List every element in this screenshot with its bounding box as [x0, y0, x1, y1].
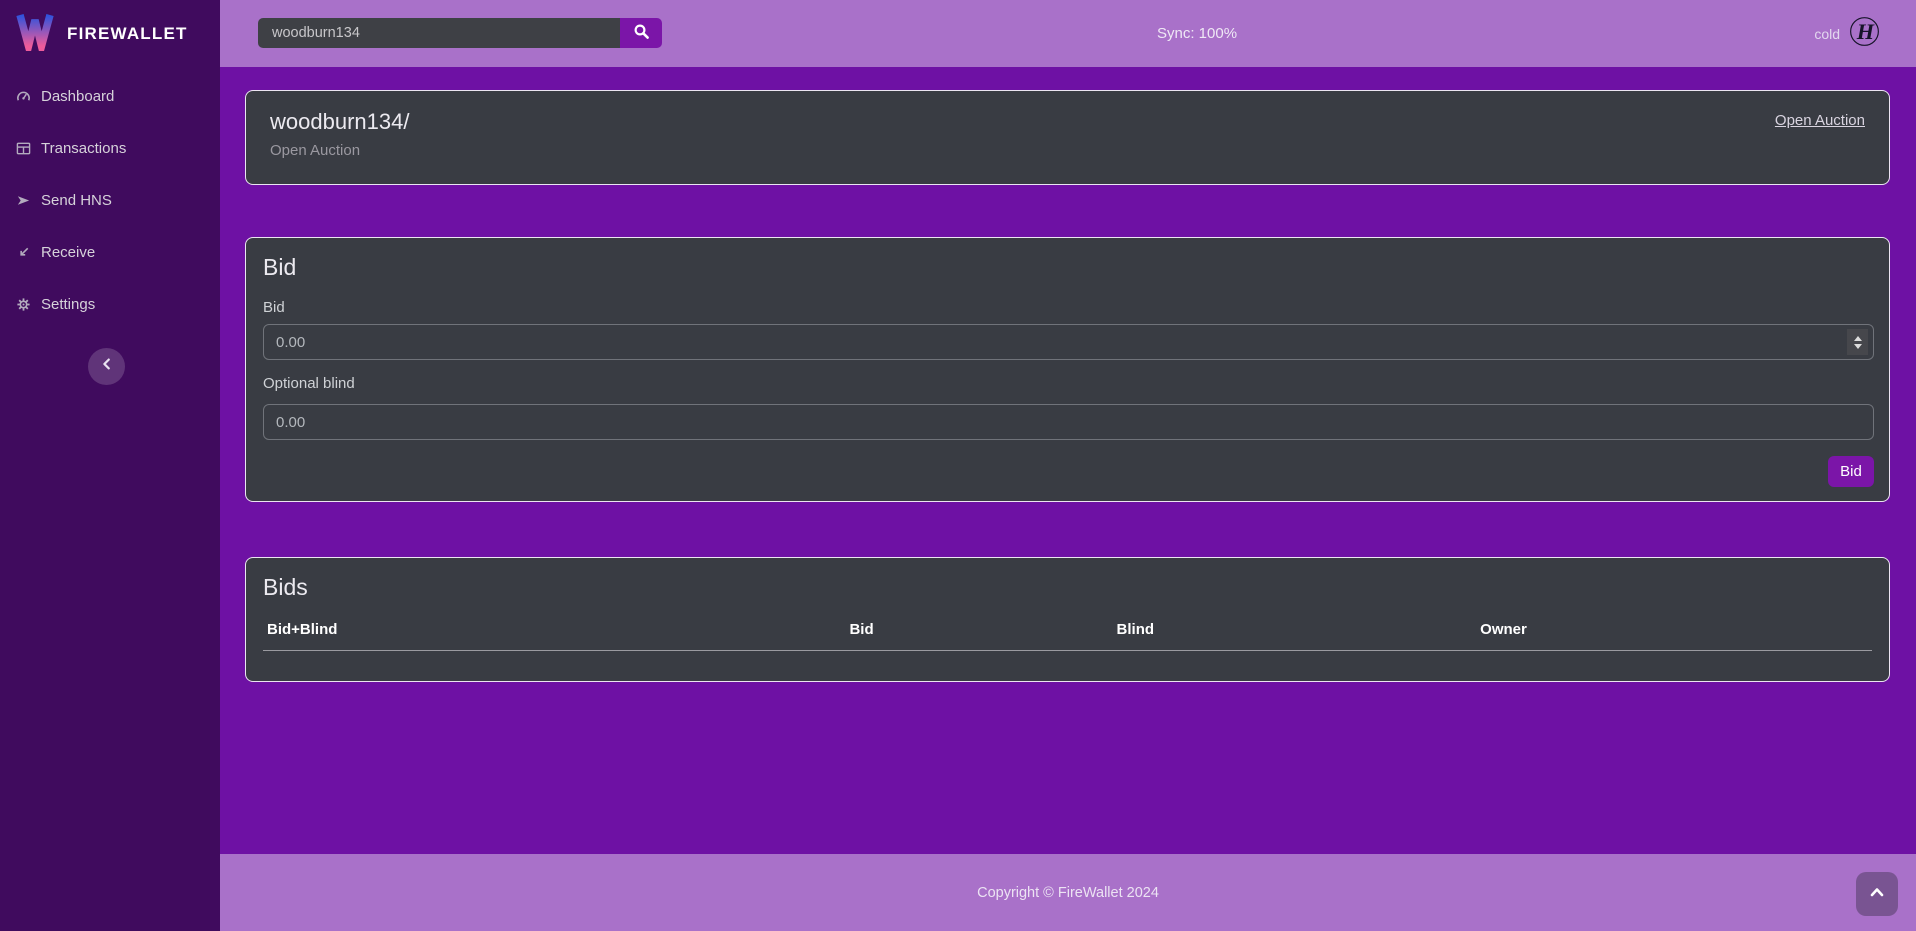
svg-text:H: H: [1856, 18, 1875, 43]
table-icon: [15, 140, 31, 156]
number-stepper[interactable]: [1847, 329, 1868, 355]
sidebar-item-label: Dashboard: [41, 87, 115, 105]
sidebar-item-label: Settings: [41, 295, 96, 313]
bid-card-title: Bid: [263, 254, 297, 280]
sidebar-item-settings[interactable]: Settings: [0, 293, 220, 315]
column-header-blind: Blind: [1116, 621, 1155, 638]
bid-card: Bid Bid Optional blind Bid: [245, 237, 1890, 502]
column-header-bid: Bid: [849, 621, 874, 638]
sidebar-item-dashboard[interactable]: Dashboard: [0, 85, 220, 107]
sidebar-item-send-hns[interactable]: Send HNS: [0, 189, 220, 211]
brand[interactable]: FIREWALLET: [0, 0, 220, 67]
chevron-up-icon: [1869, 885, 1885, 903]
blind-field-label: Optional blind: [263, 375, 355, 392]
sidebar-item-label: Receive: [41, 243, 96, 261]
send-icon: [15, 192, 31, 208]
main-content: woodburn134/ Open Auction Open Auction B…: [220, 67, 1916, 854]
domain-card-text: woodburn134/ Open Auction: [270, 109, 409, 159]
blind-amount-input[interactable]: [263, 404, 1874, 440]
page-title: woodburn134/: [270, 109, 410, 134]
column-header-owner: Owner: [1480, 621, 1527, 638]
bids-table-header: Bid+Blind Bid Blind Owner: [263, 620, 1872, 651]
stepper-up-icon[interactable]: [1853, 335, 1862, 341]
search-group: [258, 18, 662, 48]
search-input[interactable]: [258, 18, 620, 48]
bids-table: Bid+Blind Bid Blind Owner: [263, 620, 1872, 681]
brand-name: FIREWALLET: [67, 23, 188, 43]
bid-input-wrap: [263, 324, 1874, 360]
search-button[interactable]: [620, 18, 662, 48]
sidebar-collapse-button[interactable]: [88, 348, 125, 385]
search-icon: [633, 23, 650, 43]
bid-submit-button[interactable]: Bid: [1828, 456, 1874, 487]
footer: Copyright © FireWallet 2024: [220, 854, 1916, 931]
column-header-bid-blind: Bid+Blind: [267, 621, 338, 638]
gauge-icon: [15, 88, 31, 104]
firewallet-logo: [15, 11, 55, 61]
open-auction-link[interactable]: Open Auction: [1774, 112, 1865, 129]
stepper-down-icon[interactable]: [1853, 343, 1862, 349]
bid-amount-input[interactable]: [263, 324, 1874, 360]
sidebar: FIREWALLET Dashboard Transactions: [0, 0, 220, 931]
sidebar-nav: Dashboard Transactions Send HNS: [0, 67, 220, 315]
bid-field-label: Bid: [263, 299, 285, 316]
domain-card: woodburn134/ Open Auction Open Auction: [245, 90, 1890, 185]
gear-icon: [15, 296, 31, 312]
sidebar-item-receive[interactable]: Receive: [0, 241, 220, 263]
wallet-name: cold: [1814, 25, 1840, 42]
receive-icon: [15, 244, 31, 260]
wallet-info: cold H: [1814, 0, 1880, 67]
blind-input-wrap: [263, 404, 1874, 440]
bid-submit-row: Bid: [263, 456, 1874, 487]
sidebar-item-transactions[interactable]: Transactions: [0, 137, 220, 159]
bids-card-title: Bids: [263, 574, 308, 600]
sidebar-item-label: Send HNS: [41, 191, 112, 209]
copyright-text: Copyright © FireWallet 2024: [977, 884, 1159, 901]
handshake-icon[interactable]: H: [1849, 16, 1880, 52]
bids-card: Bids Bid+Blind Bid Blind Owner: [245, 557, 1890, 682]
bids-table-body: [263, 651, 1872, 681]
sync-status: Sync: 100%: [1157, 25, 1238, 42]
chevron-left-icon: [100, 357, 114, 376]
auction-state: Open Auction: [270, 142, 361, 159]
scroll-to-top-button[interactable]: [1856, 872, 1898, 916]
topbar: Sync: 100% cold H: [220, 0, 1916, 67]
sidebar-item-label: Transactions: [41, 139, 127, 157]
